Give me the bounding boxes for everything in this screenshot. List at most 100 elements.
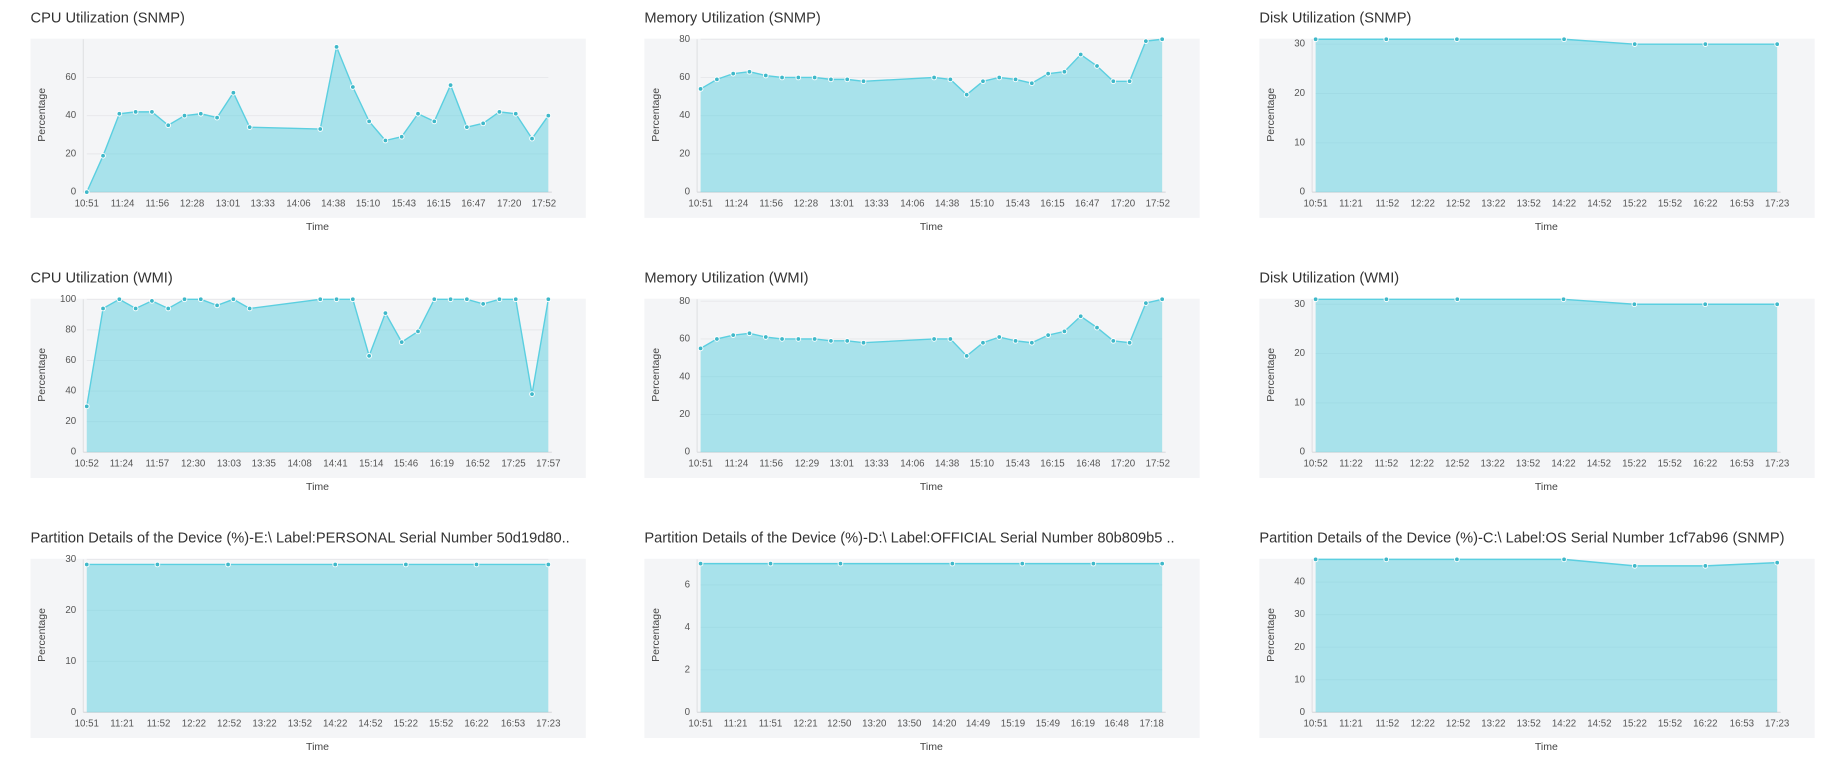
x-axis-title: Time <box>1535 481 1558 493</box>
x-tick-label: 11:22 <box>1339 458 1363 469</box>
x-tick-label: 11:24 <box>110 458 134 469</box>
y-tick-label: 20 <box>65 605 76 616</box>
x-tick-label: 14:52 <box>1587 719 1611 730</box>
x-tick-label: 11:52 <box>1376 198 1400 209</box>
y-tick-label: 4 <box>685 622 691 633</box>
x-tick-label: 15:52 <box>1658 458 1682 469</box>
x-tick-label: 16:22 <box>1693 198 1717 209</box>
y-tick-label: 10 <box>1294 137 1305 148</box>
y-tick-label: 0 <box>71 707 77 718</box>
data-point <box>1061 68 1068 75</box>
area-fill <box>700 563 1163 713</box>
data-point <box>415 110 421 117</box>
x-tick-label: 15:22 <box>1622 458 1646 469</box>
data-point <box>1110 338 1117 344</box>
x-tick-label: 17:52 <box>532 198 556 209</box>
data-point <box>132 305 139 312</box>
data-point <box>1090 560 1097 567</box>
y-tick-label: 0 <box>1300 447 1306 458</box>
data-point <box>1631 41 1638 47</box>
y-tick-label: 20 <box>65 416 76 427</box>
x-tick-label: 14:22 <box>1552 198 1576 209</box>
y-axis-title: Percentage <box>1265 608 1277 662</box>
data-point <box>1019 560 1026 567</box>
x-tick-label: 12:52 <box>1446 719 1470 730</box>
y-tick-label: 10 <box>65 656 76 667</box>
data-point <box>762 334 769 340</box>
data-point <box>480 120 486 127</box>
data-point <box>529 135 535 142</box>
y-tick-label: 0 <box>685 187 691 198</box>
x-tick-label: 12:30 <box>181 458 206 469</box>
x-tick-label: 16:48 <box>1076 458 1100 469</box>
chart-title: Partition Details of the Device (%)-D:\ … <box>644 531 1174 547</box>
data-point <box>779 336 785 342</box>
x-tick-label: 10:51 <box>688 198 712 209</box>
x-tick-label: 17:52 <box>1146 198 1170 209</box>
chart-title: Disk Utilization (WMI) <box>1259 271 1399 287</box>
data-point <box>382 310 389 316</box>
x-tick-label: 11:56 <box>759 198 783 209</box>
x-tick-label: 14:41 <box>323 458 347 469</box>
y-tick-label: 6 <box>685 579 690 590</box>
data-point <box>333 296 340 303</box>
y-tick-label: 0 <box>1300 187 1306 198</box>
x-tick-label: 17:23 <box>1765 719 1789 730</box>
x-tick-label: 16:53 <box>501 719 525 730</box>
data-point <box>996 74 1003 81</box>
y-tick-label: 40 <box>1294 577 1305 588</box>
x-tick-label: 17:23 <box>536 719 560 730</box>
data-point <box>947 336 954 342</box>
chart-panel: Partition Details of the Device (%)-C:\ … <box>1259 531 1815 753</box>
data-point <box>382 137 389 144</box>
data-point <box>746 68 753 75</box>
data-point <box>1383 36 1390 43</box>
chart-title: Disk Utilization (SNMP) <box>1259 11 1411 27</box>
data-point <box>1077 313 1084 320</box>
data-point <box>512 296 519 303</box>
x-tick-label: 14:38 <box>935 458 959 469</box>
data-point <box>181 112 188 119</box>
data-point <box>746 330 753 337</box>
x-tick-label: 16:15 <box>1040 198 1064 209</box>
x-tick-label: 14:22 <box>1552 719 1576 730</box>
y-axis-title: Percentage <box>1265 88 1277 142</box>
x-tick-label: 16:22 <box>1693 719 1717 730</box>
x-tick-label: 11:56 <box>146 198 170 209</box>
y-axis-title: Percentage <box>36 348 48 402</box>
y-tick-label: 10 <box>1294 674 1305 685</box>
data-point <box>1159 560 1165 567</box>
data-point <box>1143 38 1149 44</box>
x-tick-label: 15:10 <box>356 198 381 209</box>
data-point <box>860 339 867 346</box>
y-tick-label: 0 <box>1300 707 1306 718</box>
data-point <box>1383 556 1390 563</box>
x-tick-label: 10:52 <box>1303 458 1327 469</box>
x-tick-label: 12:22 <box>1411 198 1435 209</box>
y-axis-title: Percentage <box>650 608 662 662</box>
x-tick-label: 13:22 <box>1481 719 1505 730</box>
data-point <box>1012 338 1019 344</box>
data-point <box>1312 296 1319 303</box>
x-tick-label: 15:10 <box>970 198 995 209</box>
y-tick-label: 40 <box>65 386 76 397</box>
y-tick-label: 30 <box>1294 299 1305 310</box>
y-axis-title: Percentage <box>36 88 48 142</box>
data-point <box>844 338 851 344</box>
x-tick-label: 16:15 <box>1040 458 1064 469</box>
data-point <box>714 76 720 83</box>
area-fill <box>86 564 549 713</box>
x-tick-label: 17:20 <box>1111 458 1136 469</box>
x-tick-label: 14:22 <box>323 719 347 730</box>
data-point <box>545 296 552 303</box>
x-tick-label: 11:21 <box>724 719 748 730</box>
x-tick-label: 13:22 <box>1481 198 1505 209</box>
data-point <box>116 296 123 303</box>
x-tick-label: 13:01 <box>830 198 854 209</box>
x-tick-label: 10:51 <box>75 198 99 209</box>
data-point <box>837 560 844 567</box>
chart-panel: Disk Utilization (SNMP) 0 10 20 30 10:51 11:21… <box>1259 11 1815 233</box>
x-tick-label: 12:22 <box>1410 458 1434 469</box>
y-tick-label: 40 <box>679 371 690 382</box>
data-point <box>181 296 188 303</box>
